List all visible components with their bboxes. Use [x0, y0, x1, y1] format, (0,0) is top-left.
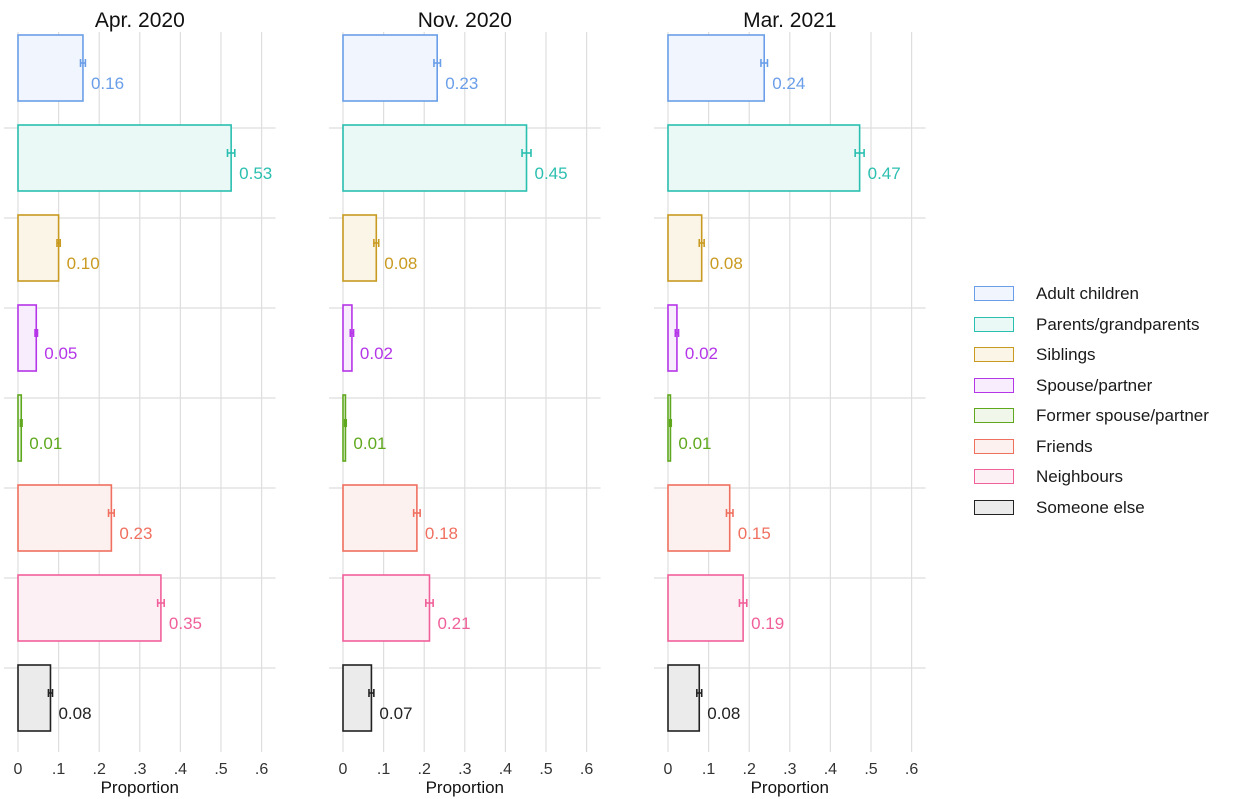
- data-label: 0.08: [707, 704, 740, 723]
- bar: [667, 484, 731, 552]
- legend-label: Friends: [1036, 436, 1093, 456]
- bar: [17, 484, 113, 552]
- legend-key-parents-grandparents: [974, 316, 1014, 332]
- x-tick-label: .6: [905, 761, 918, 778]
- data-label: 0.18: [425, 524, 458, 543]
- legend-key-someone-else: [974, 499, 1014, 515]
- bar: [342, 574, 431, 642]
- x-axis-label: Proportion: [426, 778, 504, 797]
- data-label: 0.47: [868, 164, 901, 183]
- x-tick-label: .5: [539, 761, 552, 778]
- legend-label: Parents/grandparents: [1036, 314, 1200, 334]
- x-tick-label: .1: [377, 761, 390, 778]
- bar: [667, 304, 678, 372]
- legend-label: Spouse/partner: [1036, 375, 1153, 395]
- bar: [17, 214, 60, 282]
- data-label: 0.53: [239, 164, 272, 183]
- x-tick-label: .5: [864, 761, 877, 778]
- x-tick-label: .2: [418, 761, 431, 778]
- bar: [342, 124, 528, 192]
- data-label: 0.07: [379, 704, 412, 723]
- x-tick-label: .6: [255, 761, 268, 778]
- data-label: 0.19: [751, 614, 784, 633]
- x-tick-label: .6: [580, 761, 593, 778]
- data-label: 0.08: [710, 254, 743, 273]
- data-label: 0.01: [353, 434, 386, 453]
- bar: [342, 304, 353, 372]
- data-label: 0.45: [535, 164, 568, 183]
- data-label: 0.21: [437, 614, 470, 633]
- data-label: 0.02: [360, 344, 393, 363]
- x-axis-label: Proportion: [751, 778, 829, 797]
- x-tick-label: 0: [664, 761, 673, 778]
- bar: [667, 34, 766, 102]
- legend-key-adult-children: [974, 286, 1014, 301]
- x-axis-label: Proportion: [101, 778, 179, 797]
- bar: [17, 394, 23, 462]
- bar: [667, 664, 701, 732]
- data-label: 0.15: [738, 524, 771, 543]
- bar: [342, 664, 373, 732]
- x-tick-label: .3: [133, 761, 146, 778]
- x-tick-label: 0: [339, 761, 348, 778]
- bar: [667, 394, 672, 462]
- bar: [342, 214, 378, 282]
- x-tick-label: .2: [743, 761, 756, 778]
- x-tick-label: .4: [499, 761, 512, 778]
- bar: [342, 34, 438, 102]
- data-label: 0.01: [29, 434, 62, 453]
- panel-title: Nov. 2020: [418, 9, 512, 32]
- bar: [667, 574, 744, 642]
- x-tick-label: 0: [14, 761, 23, 778]
- data-label: 0.10: [67, 254, 100, 273]
- legend-key-former-spouse-partner: [974, 408, 1014, 423]
- bar: [17, 124, 232, 192]
- legend-key-spouse-partner: [974, 377, 1014, 393]
- legend-key-siblings: [974, 347, 1014, 362]
- legend-label: Someone else: [1036, 497, 1145, 517]
- legend-label: Neighbours: [1036, 467, 1123, 486]
- panel-title: Mar. 2021: [743, 9, 836, 32]
- legend-label: Adult children: [1036, 284, 1140, 303]
- data-label: 0.35: [169, 614, 202, 633]
- bar: [342, 484, 418, 552]
- legend-key-friends: [974, 438, 1014, 454]
- bar: [17, 574, 162, 642]
- data-label: 0.08: [58, 704, 91, 723]
- x-tick-label: .4: [824, 761, 837, 778]
- chart-svg: Apr. 20200.160.530.100.050.010.230.350.0…: [4, 9, 926, 797]
- data-label: 0.16: [91, 74, 124, 93]
- data-label: 0.23: [119, 524, 152, 543]
- bar: [667, 124, 861, 192]
- x-tick-label: .1: [702, 761, 715, 778]
- data-label: 0.23: [445, 74, 478, 93]
- legend-label: Former spouse/partner: [1036, 406, 1209, 425]
- legend-key-neighbours: [974, 469, 1014, 484]
- data-label: 0.02: [685, 344, 718, 363]
- x-tick-label: .5: [214, 761, 227, 778]
- x-tick-label: .3: [458, 761, 471, 778]
- panel-title: Apr. 2020: [95, 9, 185, 32]
- x-tick-label: .2: [93, 761, 106, 778]
- data-label: 0.01: [678, 434, 711, 453]
- x-tick-label: .3: [783, 761, 796, 778]
- data-label: 0.08: [384, 254, 417, 273]
- data-label: 0.05: [44, 344, 77, 363]
- bar: [17, 664, 52, 732]
- data-label: 0.24: [772, 74, 805, 93]
- x-tick-label: .4: [174, 761, 187, 778]
- bar: [17, 304, 38, 372]
- legend-label: Siblings: [1036, 345, 1096, 364]
- bar: [667, 214, 703, 282]
- x-tick-label: .1: [52, 761, 65, 778]
- bar: [17, 34, 84, 102]
- bar: [342, 394, 347, 462]
